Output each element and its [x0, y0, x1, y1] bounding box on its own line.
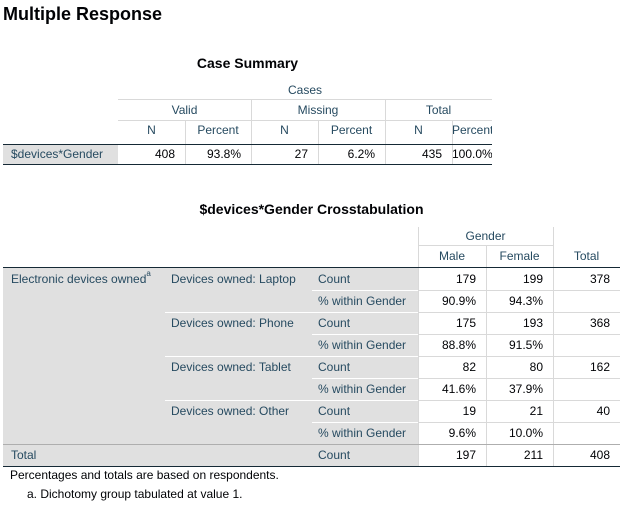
column-header: Male [438, 249, 465, 263]
row-group-label: Electronic devices owneda [3, 268, 165, 290]
stat-label: % within Gender [318, 294, 407, 308]
data-cell: 175 [455, 316, 476, 330]
rule [418, 378, 620, 379]
row-label: $devices*Gender [11, 147, 104, 161]
data-cell: 435 [421, 147, 442, 161]
page-title: Multiple Response [3, 4, 163, 24]
rule [318, 121, 319, 164]
data-cell: 37.9% [508, 382, 543, 396]
rule [3, 267, 620, 268]
note: Percentages and totals are based on resp… [10, 468, 279, 482]
data-cell: 408 [589, 448, 610, 462]
data-cell: 19 [462, 404, 476, 418]
rule [3, 144, 492, 145]
data-cell: 82 [462, 360, 476, 374]
column-group: Cases [287, 83, 322, 97]
data-cell: 162 [589, 360, 610, 374]
data-cell: 90.9% [441, 294, 476, 308]
row-label: Devices owned: Tablet [171, 360, 291, 374]
table-title: $devices*Gender Crosstabulation [199, 201, 424, 217]
column-subgroup: Valid [171, 103, 198, 117]
column-header: N [280, 123, 289, 137]
rule [312, 378, 418, 379]
column-header: Percent [330, 123, 373, 137]
data-cell: 378 [589, 272, 610, 286]
rule [118, 120, 492, 121]
rule [418, 227, 419, 466]
column-subgroup: Total [425, 103, 452, 117]
row-label: Total [11, 448, 37, 462]
rule [3, 164, 492, 165]
column-header: N [147, 123, 156, 137]
rule [312, 290, 418, 291]
data-cell: 41.6% [441, 382, 476, 396]
data-cell: 193 [522, 316, 543, 330]
rule [312, 334, 418, 335]
footnote-marker: a [146, 269, 151, 278]
row-label: Devices owned: Phone [171, 316, 294, 330]
data-cell: 6.2% [347, 147, 375, 161]
rule [312, 422, 418, 423]
data-cell: 408 [154, 147, 175, 161]
rule [418, 245, 553, 246]
column-group: Gender [465, 229, 506, 243]
data-cell: 197 [455, 448, 476, 462]
row-group-text: Electronic devices owned [11, 272, 147, 286]
stat-label: Count [318, 316, 351, 330]
data-cell: 100.0% [452, 147, 492, 161]
rule [3, 466, 620, 467]
data-cell: 27 [294, 147, 308, 161]
column-subgroup: Missing [297, 103, 339, 117]
column-header: Percent [452, 123, 492, 137]
table-title: Case Summary [196, 55, 299, 71]
rule [418, 422, 620, 423]
rule [251, 100, 252, 164]
data-cell: 91.5% [508, 338, 543, 352]
data-cell: 9.6% [448, 426, 476, 440]
stat-label: % within Gender [318, 338, 407, 352]
row-label: Devices owned: Laptop [171, 272, 296, 286]
rule [418, 334, 620, 335]
stat-label: % within Gender [318, 382, 407, 396]
data-cell: 94.3% [508, 294, 543, 308]
stat-label: Count [318, 404, 351, 418]
rule [165, 400, 620, 401]
rule [118, 99, 492, 100]
data-cell: 199 [522, 272, 543, 286]
rule [165, 312, 620, 313]
data-cell: 93.8% [206, 147, 241, 161]
data-cell: 80 [529, 360, 543, 374]
column-header: Percent [197, 123, 239, 137]
data-cell: 88.8% [441, 338, 476, 352]
data-cell: 179 [455, 272, 476, 286]
rule [418, 400, 620, 401]
column-header: Total [573, 249, 600, 263]
rule [452, 121, 453, 164]
rule [418, 290, 620, 291]
row-label-bg [3, 145, 118, 164]
stat-label: Count [318, 272, 351, 286]
rule [418, 312, 620, 313]
rule [165, 356, 620, 357]
stat-label: Count [318, 360, 351, 374]
data-cell: 10.0% [508, 426, 543, 440]
column-header: N [414, 123, 423, 137]
column-header: Female [499, 249, 540, 263]
data-cell: 211 [523, 448, 543, 462]
data-cell: 368 [589, 316, 610, 330]
data-cell: 40 [596, 404, 610, 418]
stat-label: % within Gender [318, 426, 407, 440]
rule [3, 444, 620, 445]
rule [553, 227, 554, 466]
rule [418, 356, 620, 357]
rule [185, 121, 186, 164]
rule [385, 100, 386, 164]
row-label-bg [3, 268, 418, 466]
data-cell: 21 [529, 404, 543, 418]
stat-label: Count [318, 448, 351, 462]
row-label: Devices owned: Other [171, 404, 290, 418]
footnote: a. Dichotomy group tabulated at value 1. [27, 487, 243, 501]
